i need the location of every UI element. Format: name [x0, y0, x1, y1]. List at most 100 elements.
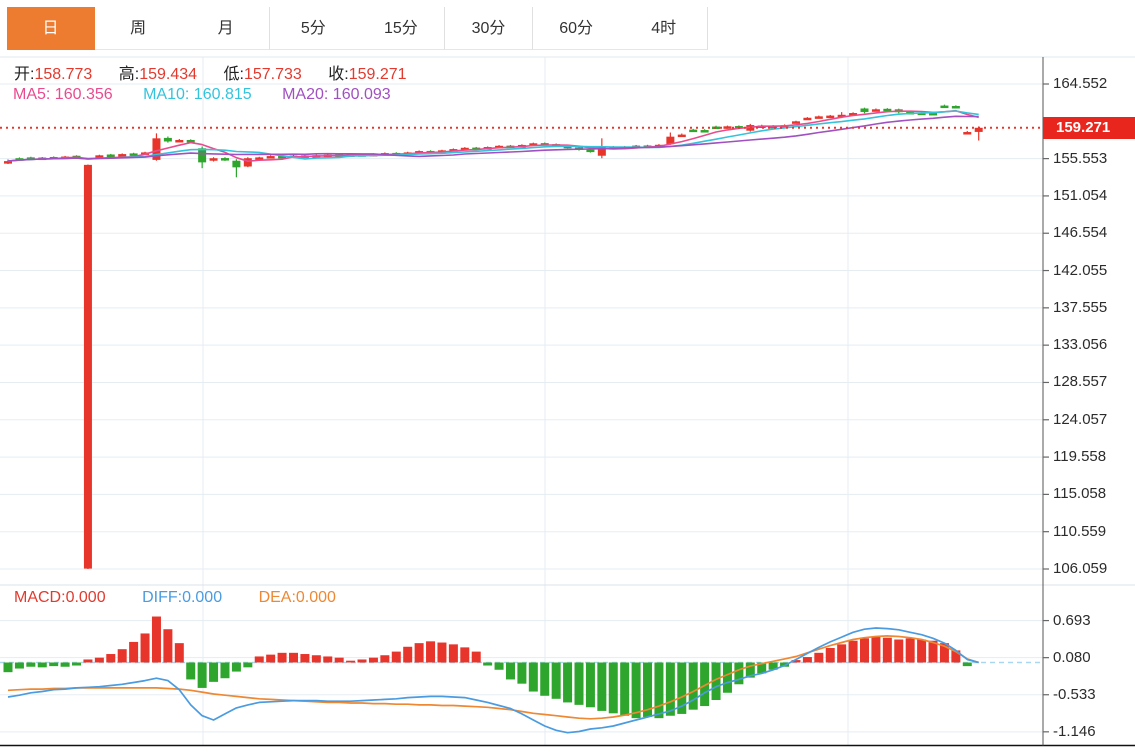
open-readout: 开:158.773 [14, 66, 92, 83]
candle-body [118, 154, 127, 157]
dea-readout: DEA:0.000 [259, 589, 336, 606]
macd-bar [677, 662, 687, 714]
macd-bar [220, 662, 230, 679]
macd-bar [448, 644, 458, 663]
candle-body [700, 130, 709, 133]
macd-bar [928, 640, 938, 663]
ma10-label: MA10: [143, 86, 190, 103]
candle-body [243, 158, 252, 167]
macd-lines [7, 627, 979, 734]
macd-label: MACD: [14, 589, 66, 606]
macd-bar [871, 636, 881, 663]
close-label: 收: [328, 66, 349, 83]
macd-bar [414, 643, 424, 663]
price-tick-label: 164.552 [1053, 75, 1108, 92]
candle-body [917, 112, 926, 116]
macd-bar [951, 650, 961, 663]
price-tick-label: 137.555 [1053, 298, 1108, 316]
candle-body [175, 139, 184, 143]
macd-bar [311, 655, 321, 663]
price-tick-label: 146.554 [1053, 224, 1108, 242]
candle-body [4, 161, 12, 164]
macd-bar [585, 662, 595, 708]
macd-bar [814, 652, 824, 663]
macd-bar [14, 662, 24, 669]
candle-body [871, 109, 880, 112]
macd-bar [106, 654, 116, 663]
tab-timeframe-6[interactable]: 30分 [445, 7, 533, 50]
macd-bar [962, 662, 972, 667]
macd-bar [917, 639, 927, 663]
ma20-label: MA20: [282, 86, 329, 103]
macd-bar [665, 662, 675, 716]
macd-bar [894, 639, 904, 663]
tab-timeframe-2[interactable]: 周 [94, 7, 183, 50]
candle-body [689, 129, 698, 133]
macd-bar [163, 629, 173, 663]
macd-bar [939, 643, 949, 663]
ma5-line [7, 109, 979, 162]
high-value: 159.434 [139, 66, 198, 83]
timeframe-tabbar: 日周月 5分 15分 30分 60分 4时 [0, 0, 1135, 50]
candle-body [198, 148, 207, 163]
candlesticks [4, 104, 983, 569]
tab-timeframe-5[interactable]: 15分 [357, 7, 446, 50]
candle-body [255, 157, 264, 160]
tab-timeframe-1[interactable]: 日 [7, 7, 95, 50]
chart-frame [0, 56, 1135, 747]
ma20-line [7, 115, 979, 162]
diff-readout: DIFF:0.000 [142, 589, 222, 606]
price-tick-label: 133.056 [1053, 336, 1108, 354]
high-label: 高: [118, 66, 140, 83]
candle-body [278, 155, 287, 159]
candle-body [152, 138, 161, 160]
candle-body [791, 121, 800, 124]
price-tick-label: 151.054 [1053, 186, 1108, 204]
macd-bar [540, 662, 550, 696]
macd-bar [117, 649, 127, 663]
low-readout: 低:157.733 [224, 66, 302, 83]
macd-bar [437, 642, 447, 663]
macd-bar [882, 637, 892, 663]
current-price-tag: 159.271 [1043, 117, 1135, 139]
macd-bar [608, 662, 618, 714]
macd-bar [471, 651, 481, 663]
macd-bar [905, 638, 915, 663]
ma-legend: MA5: 160.356 MA10: 160.815 MA20: 160.093 [13, 86, 417, 104]
ma20-value: 160.093 [332, 86, 391, 103]
tab-timeframe-8[interactable]: 4时 [620, 7, 709, 50]
tab-timeframe-3[interactable]: 月 [182, 7, 271, 50]
tab-timeframe-4[interactable]: 5分 [269, 7, 358, 50]
ma5-label: MA5: [13, 86, 51, 103]
macd-bar [631, 662, 641, 719]
candle-body [220, 158, 229, 161]
candle-body [666, 136, 675, 145]
macd-bar [197, 662, 207, 688]
macd-bar [186, 662, 196, 680]
candle-body [883, 108, 892, 112]
candle-body [712, 126, 721, 130]
macd-bar [643, 662, 653, 717]
candle-body [266, 156, 275, 159]
macd-histogram [3, 616, 972, 719]
macd-bar [745, 662, 755, 678]
candle-body [837, 114, 846, 118]
macd-bar [289, 652, 298, 663]
macd-bar [83, 659, 93, 663]
ma10-readout: MA10: 160.815 [143, 86, 252, 103]
macd-bar [528, 662, 538, 692]
ma5-value: 160.356 [54, 86, 113, 103]
high-readout: 高:159.434 [119, 66, 197, 83]
macd-bar [848, 640, 858, 663]
open-value: 158.773 [34, 66, 93, 83]
candle-body [814, 116, 823, 119]
tab-timeframe-7[interactable]: 60分 [532, 7, 621, 50]
candle-body [83, 164, 92, 569]
macd-bar [734, 662, 744, 685]
price-tick-label: 110.559 [1053, 522, 1107, 540]
macd-bar [140, 633, 150, 663]
macd-bar [129, 641, 139, 663]
macd-bar [791, 660, 801, 663]
macd-bar [768, 662, 778, 670]
